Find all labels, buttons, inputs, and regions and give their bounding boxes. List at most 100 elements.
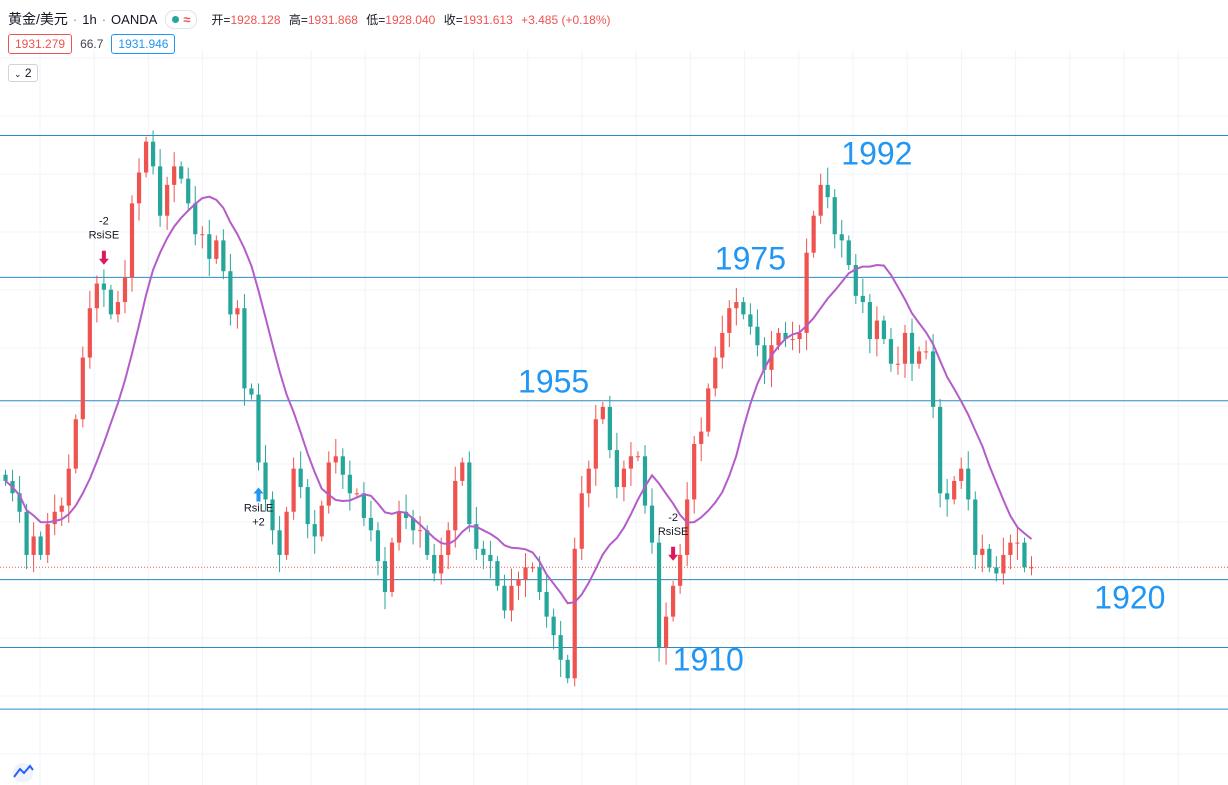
candle-body xyxy=(790,339,795,341)
candle xyxy=(614,432,619,499)
candle xyxy=(987,543,992,573)
candle-body xyxy=(516,579,521,586)
candle-body xyxy=(614,450,619,488)
candle-body xyxy=(467,462,472,525)
candle-body xyxy=(17,493,22,512)
candle-body xyxy=(108,289,114,315)
market-status-badge[interactable]: ≈ xyxy=(165,9,198,29)
wave-icon: ≈ xyxy=(183,11,191,27)
candle xyxy=(1001,537,1006,585)
indicator-count: 2 xyxy=(24,66,32,80)
candle xyxy=(165,176,170,230)
candle-body xyxy=(783,332,788,340)
candle xyxy=(453,466,458,548)
price-annotation-label: 1955 xyxy=(518,364,589,400)
candle xyxy=(158,149,163,227)
candle xyxy=(642,445,648,514)
candle xyxy=(410,509,416,545)
candle xyxy=(874,306,879,357)
candle-body xyxy=(179,166,184,179)
candle-body xyxy=(305,487,310,525)
candle-body xyxy=(474,524,479,549)
candle xyxy=(607,395,612,459)
candle-body xyxy=(256,394,261,463)
candle-body xyxy=(94,283,99,309)
candle xyxy=(108,284,114,320)
candle-body xyxy=(572,548,577,679)
price-annotation-label: 1975 xyxy=(715,240,786,276)
candle xyxy=(467,451,472,533)
candle-body xyxy=(403,511,409,518)
candle-body xyxy=(333,456,338,463)
candle xyxy=(888,327,894,372)
close-value: 1931.613 xyxy=(462,12,513,27)
candle-body xyxy=(642,456,648,506)
candle-body xyxy=(24,511,29,555)
candle xyxy=(938,398,943,508)
candle-body xyxy=(959,468,964,481)
candle xyxy=(656,534,662,662)
candle xyxy=(312,509,317,554)
candle xyxy=(80,346,85,428)
candle-body xyxy=(207,234,212,259)
close-key: 收= xyxy=(443,12,463,27)
candle xyxy=(495,556,500,591)
candle xyxy=(804,238,809,351)
candle xyxy=(818,173,823,224)
candle xyxy=(846,235,851,270)
candle-body xyxy=(242,308,247,389)
candle-body xyxy=(994,567,999,574)
candle-body xyxy=(537,567,542,592)
candle-body xyxy=(523,567,528,580)
symbol-name[interactable]: 黄金/美元 xyxy=(8,11,68,27)
candle xyxy=(214,235,219,264)
candle xyxy=(3,469,8,486)
candle-body xyxy=(909,332,915,364)
candle xyxy=(263,445,268,511)
candle xyxy=(565,654,570,684)
candle-body xyxy=(495,561,500,586)
signal-name: RsiLE xyxy=(1031,0,1060,3)
sell-price-button[interactable]: 1931.279 xyxy=(8,34,73,54)
candle-body xyxy=(621,468,627,488)
candle xyxy=(396,500,402,551)
candle-body xyxy=(263,462,268,500)
candle-body xyxy=(410,517,416,531)
candle xyxy=(853,253,858,304)
candle-body xyxy=(895,363,901,365)
candle xyxy=(685,482,690,567)
indicators-collapse-button[interactable]: ⌄ 2 xyxy=(8,64,38,82)
candle-body xyxy=(881,320,887,340)
signal-marker: -2 RsiSE xyxy=(658,512,688,561)
candle-body xyxy=(916,351,922,364)
candle-body xyxy=(720,332,725,358)
arrow-up-icon xyxy=(253,487,264,502)
candle xyxy=(305,479,310,539)
low-key: 低= xyxy=(366,12,386,27)
candle xyxy=(867,294,872,354)
candle xyxy=(24,503,29,570)
tradingview-logo-icon[interactable] xyxy=(8,760,38,782)
signal-qty: -2 xyxy=(99,216,109,228)
ma-line xyxy=(4,195,1033,605)
candle-body xyxy=(235,308,240,315)
candle-body xyxy=(453,480,458,531)
interval-label[interactable]: 1h xyxy=(82,11,97,27)
candle-body xyxy=(586,468,591,494)
candle-body xyxy=(797,332,802,340)
candle-body xyxy=(347,474,352,494)
candle-body xyxy=(628,456,634,469)
candle-body xyxy=(558,635,563,660)
candle-body xyxy=(80,357,85,420)
candle-body xyxy=(326,462,331,506)
candle xyxy=(66,454,71,523)
spread-value: 66.7 xyxy=(80,37,104,51)
buy-price-button[interactable]: 1931.946 xyxy=(111,34,176,54)
candlestick-series xyxy=(3,130,1034,687)
broker-label[interactable]: OANDA xyxy=(111,11,158,27)
legend-separator: · xyxy=(72,11,78,27)
candle-body xyxy=(600,406,605,420)
candle-body xyxy=(966,468,971,500)
candle xyxy=(635,451,641,462)
